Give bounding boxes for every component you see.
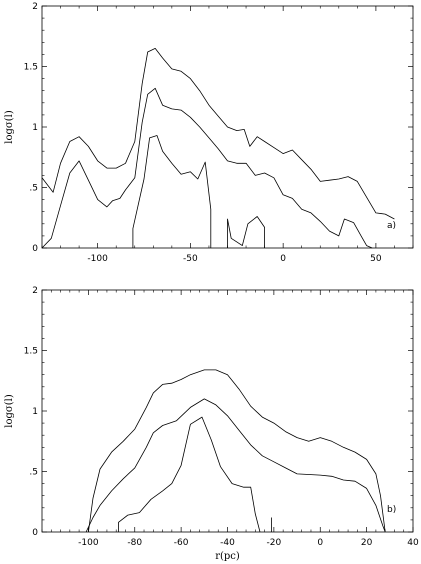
- y-tick-label: 2: [32, 2, 38, 12]
- y-tick-label: 2: [32, 286, 38, 296]
- x-tick-label: -40: [220, 538, 235, 548]
- x-tick-label: 50: [370, 254, 382, 264]
- plot-frame: [41, 289, 414, 533]
- series-3-line: [118, 416, 261, 533]
- series-2-line: [41, 87, 373, 249]
- series-1-line: [41, 48, 395, 220]
- chart-panel-2: -100 -80 -60 -40 -20 0 20 40 0 .5 1 1.5 2 logσ(l) r(pc…: [4, 286, 419, 562]
- x-tick-label: -100: [78, 538, 99, 548]
- series-2-line: [85, 398, 386, 533]
- series-3-line: [227, 216, 265, 248]
- y-tick-label: .5: [29, 468, 38, 478]
- x-tick-label: 40: [407, 538, 419, 548]
- x-tick-label: -50: [183, 254, 198, 264]
- x-tick-label: 20: [361, 538, 373, 548]
- panel-tag-label: b): [387, 505, 396, 515]
- y-tick-label: .5: [29, 184, 38, 194]
- panel-tag-label: a): [387, 221, 396, 231]
- y-tick-label: 1.5: [24, 63, 38, 73]
- x-tick-label: -100: [87, 254, 108, 264]
- x-tick-label: -20: [267, 538, 282, 548]
- y-axis-label: logσ(l): [4, 394, 15, 428]
- y-tick-label: 1: [32, 407, 38, 417]
- x-tick-label: -60: [174, 538, 189, 548]
- y-tick-label: 1.5: [24, 347, 38, 357]
- x-tick-label: 0: [317, 538, 323, 548]
- y-tick-label: 1: [32, 123, 38, 133]
- y-tick-label: 0: [32, 528, 38, 538]
- x-axis-label: r(pc): [215, 551, 240, 562]
- y-axis-label: logσ(l): [4, 110, 15, 144]
- x-tick-label: -80: [127, 538, 142, 548]
- x-tick-label: 0: [280, 254, 286, 264]
- series-1-line: [88, 369, 386, 533]
- y-tick-label: 0: [32, 244, 38, 254]
- chart-panel-1: -100 -50 0 50 0 .5 1 1.5 2 logσ(l) a): [4, 2, 414, 264]
- series-3-line: [132, 135, 212, 248]
